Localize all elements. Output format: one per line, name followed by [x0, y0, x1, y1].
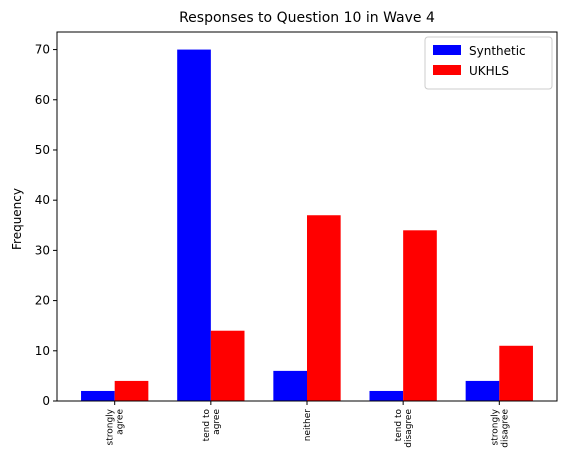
x-tick-label-line: strongly [106, 408, 116, 445]
x-tick-label-line: neither [303, 409, 313, 442]
bars-group [81, 49, 533, 401]
y-axis-label: Frequency [10, 188, 24, 250]
x-tick-label: strongly agree [106, 408, 126, 445]
y-tick-label: 10 [35, 344, 50, 358]
y-tick-label: 70 [35, 43, 50, 57]
x-tick-label-line: agree [116, 409, 126, 435]
x-tick-label: tend to disagree [394, 409, 414, 448]
bar-synthetic-3 [369, 390, 404, 401]
y-tick-label: 50 [35, 143, 50, 157]
bar-ukhls-1 [210, 330, 245, 401]
y-tick-label: 20 [35, 294, 50, 308]
plot-frame [56, 31, 558, 402]
legend-label-ukhls: UKHLS [469, 64, 509, 78]
bar-ukhls-3 [403, 230, 437, 401]
bar-synthetic-0 [81, 390, 115, 401]
legend-label-synthetic: Synthetic [469, 44, 526, 58]
x-tick-label-line: disagree [404, 409, 414, 448]
y-tick-label: 0 [42, 394, 50, 408]
x-tick-label: neither [303, 409, 313, 442]
x-ticks-group: strongly agree tend to agree neither tend to d… [106, 401, 510, 448]
legend-swatch-ukhls [433, 65, 461, 75]
bar-synthetic-1 [177, 49, 211, 401]
y-tick-label: 30 [35, 243, 50, 257]
x-tick-label-line: tend to [394, 409, 404, 442]
bar-ukhls-4 [499, 345, 533, 401]
legend: Synthetic UKHLS [424, 36, 553, 90]
x-tick-label: strongly disagree [490, 408, 510, 447]
chart-title: Responses to Question 10 in Wave 4 [179, 10, 435, 26]
y-tick-label: 60 [35, 93, 50, 107]
x-tick-label-line: disagree [500, 409, 510, 448]
bar-synthetic-4 [465, 380, 500, 401]
y-ticks-group: 0 10 20 30 40 50 60 70 [35, 43, 57, 408]
legend-swatch-synthetic [433, 45, 461, 55]
x-tick-label-line: tend to [202, 409, 212, 442]
x-tick-label-line: strongly [490, 408, 500, 445]
bar-ukhls-0 [114, 380, 149, 401]
y-tick-label: 40 [35, 193, 50, 207]
bar-synthetic-2 [273, 370, 307, 401]
x-tick-label: tend to agree [202, 409, 222, 442]
bar-ukhls-2 [307, 215, 341, 401]
x-tick-label-line: agree [212, 409, 222, 435]
